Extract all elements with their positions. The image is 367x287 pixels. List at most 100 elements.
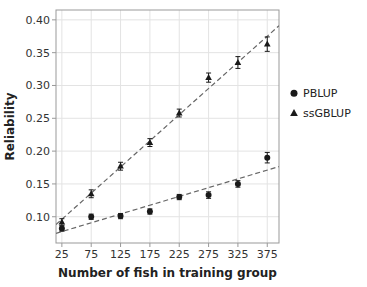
error-bar-cap [206,82,211,83]
grid-line [56,183,279,184]
legend-marker [291,90,298,97]
point [118,213,124,219]
error-bar-cap [89,197,94,198]
data [56,26,279,234]
x-tick [179,243,180,247]
x-axis-label: Number of fish in training group [58,266,277,280]
y-tick [52,52,56,53]
x-tick-label: 75 [84,248,98,261]
error-bar-cap [177,116,182,117]
legend-label: PBLUP [303,87,338,100]
error-bar [59,219,64,226]
point [264,155,270,161]
grid-line [56,19,279,20]
point [176,194,182,200]
point [59,226,65,232]
point [117,163,124,169]
grid-line [56,85,279,86]
x-tick [120,243,121,247]
error-bar [147,139,152,147]
point [235,181,241,187]
error-bar [206,192,211,199]
y-tick-label: 0.30 [26,79,51,92]
grid-line [120,10,121,243]
error-bar-cap [235,56,240,57]
error-bar-cap [59,225,64,226]
x-tick-label: 275 [198,248,219,261]
x-tick-label: 25 [55,248,69,261]
point [59,218,66,224]
x-tick [149,243,150,247]
y-tick [52,118,56,119]
grid-line [61,10,62,243]
grid-line [179,10,180,243]
error-bar-cap [235,68,240,69]
x-tick-label: 225 [169,248,190,261]
x-tick-label: 325 [227,248,248,261]
trend-line [56,26,279,225]
grid-line [56,52,279,53]
grid-line [237,10,238,243]
error-bar [235,57,240,69]
legend-marker [290,109,298,116]
error-bar [206,73,211,82]
point [205,74,212,80]
x-tick-label: 375 [257,248,278,261]
series-1 [59,37,271,225]
y-tick-label: 0.15 [26,178,51,191]
legend-label: ssGBLUP [303,107,351,120]
grid-line [56,151,279,152]
y-tick-label: 0.40 [26,14,51,27]
error-bar [265,152,270,163]
point [88,190,95,196]
error-bar [235,181,240,188]
y-tick [52,85,56,86]
y-tick-label: 0.10 [26,211,51,224]
error-bar [89,214,94,219]
y-tick [52,216,56,217]
x-tick [208,243,209,247]
error-bar-cap [265,162,270,163]
grid [56,10,279,243]
y-tick [52,151,56,152]
x-tick [91,243,92,247]
error-bar-cap [206,73,211,74]
point [264,41,271,47]
error-bar [59,226,64,231]
error-bar [147,209,152,214]
y-tick-label: 0.25 [26,112,51,125]
point [235,59,242,65]
x-tick [267,243,268,247]
legend: PBLUP ssGBLUP [290,87,351,120]
error-bar-cap [265,36,270,37]
error-bar [177,109,182,117]
grid-line [56,118,279,119]
y-tick-label: 0.20 [26,145,51,158]
error-bar-cap [265,51,270,52]
error-bar-cap [118,170,123,171]
y-axis-label: Reliability [3,92,17,160]
trend-line [56,167,279,234]
y-tick-label: 0.35 [26,47,51,60]
axes: 0.10 0.15 0.20 0.25 0.30 0.35 0.40 25 75 125 175 22… [26,14,278,261]
grid-line [91,10,92,243]
error-bar [118,213,123,218]
x-tick [61,243,62,247]
y-tick [52,19,56,20]
error-bar-cap [147,146,152,147]
error-bar-cap [265,152,270,153]
series-0 [59,152,270,231]
x-tick [237,243,238,247]
x-tick-label: 125 [110,248,131,261]
point [88,214,94,220]
plot-frame [56,10,279,243]
error-bar [265,37,270,51]
point [176,109,183,115]
point [206,192,212,198]
error-bar [177,194,182,199]
grid-line [149,10,150,243]
chart: 0.10 0.15 0.20 0.25 0.30 0.35 0.40 25 75 125 175 22… [0,0,367,287]
x-tick-label: 175 [139,248,160,261]
point [147,208,153,214]
grid-line [208,10,209,243]
